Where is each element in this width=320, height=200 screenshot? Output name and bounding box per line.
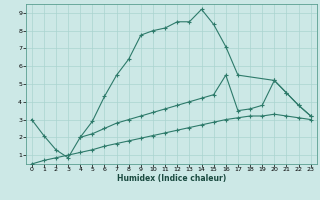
X-axis label: Humidex (Indice chaleur): Humidex (Indice chaleur) bbox=[116, 174, 226, 183]
